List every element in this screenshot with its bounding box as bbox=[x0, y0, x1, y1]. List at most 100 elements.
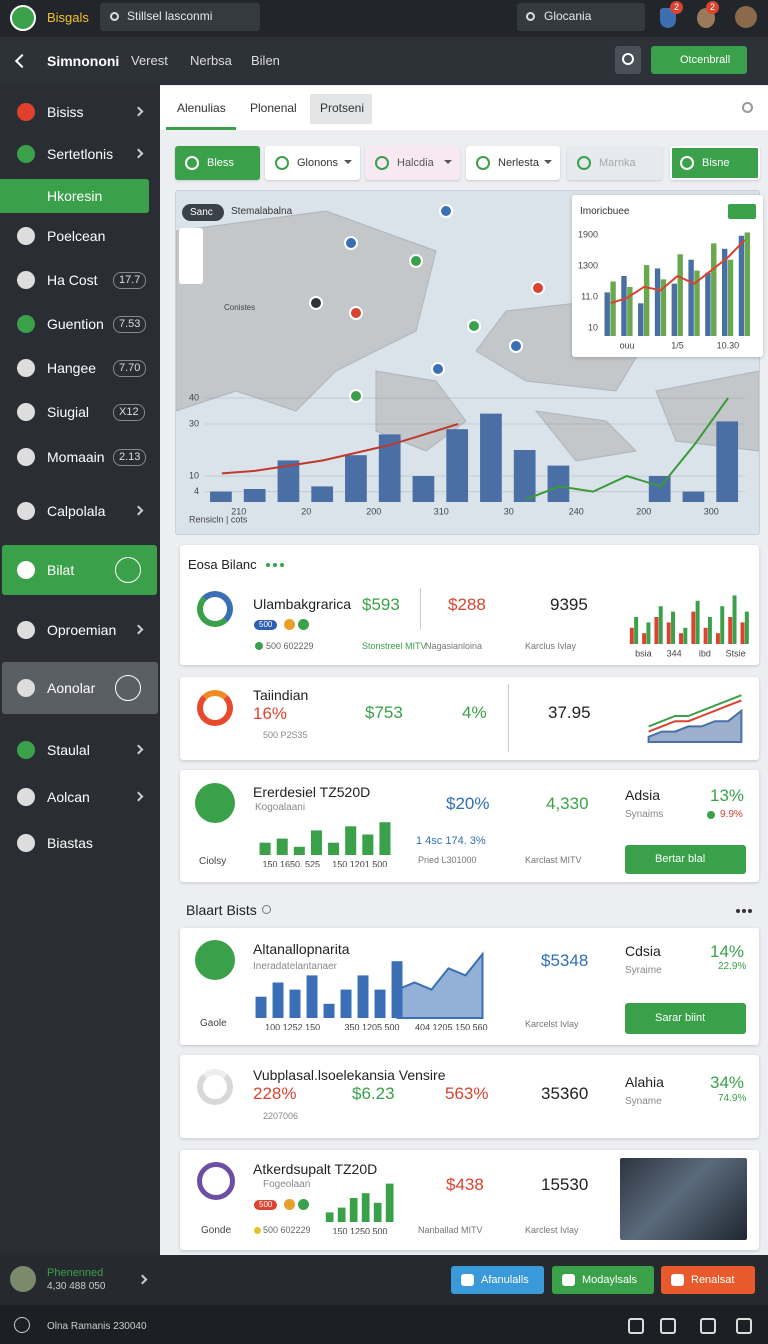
nav-item[interactable]: Aolcan bbox=[47, 789, 90, 805]
bar bbox=[711, 243, 717, 336]
filter-label[interactable]: Glonons bbox=[297, 157, 338, 169]
action-button[interactable] bbox=[625, 845, 746, 874]
filter-label[interactable]: Nerlesta bbox=[498, 157, 539, 169]
map-marker bbox=[309, 296, 323, 310]
card-sub: Kogoalaani bbox=[255, 802, 306, 813]
bar bbox=[349, 1198, 358, 1222]
filter-icon bbox=[680, 156, 694, 170]
nav-icon bbox=[17, 561, 35, 579]
value: 14% bbox=[710, 942, 745, 961]
nav-item[interactable]: Ha Cost bbox=[47, 272, 98, 288]
nav-item[interactable]: Hangee bbox=[47, 360, 97, 376]
map-zoom[interactable] bbox=[179, 228, 203, 284]
search-box[interactable] bbox=[517, 3, 645, 31]
badge: 2 bbox=[670, 1, 684, 14]
dot bbox=[280, 563, 284, 567]
tab[interactable]: Protseni bbox=[320, 101, 365, 115]
value: $20% bbox=[446, 794, 490, 813]
bar bbox=[671, 283, 678, 336]
nav-item[interactable]: Oproemian bbox=[47, 622, 117, 638]
dot bbox=[748, 909, 752, 913]
button-label[interactable]: Bertar blal bbox=[655, 853, 706, 865]
shield-icon[interactable] bbox=[660, 8, 676, 28]
action-button[interactable] bbox=[625, 1003, 746, 1034]
primary-button[interactable] bbox=[651, 46, 747, 74]
avatar[interactable] bbox=[10, 1266, 36, 1292]
y-tick-label: 1900 bbox=[578, 229, 598, 239]
nav-item[interactable]: Poelcean bbox=[47, 228, 106, 244]
value: 16% bbox=[253, 704, 288, 723]
bar bbox=[311, 486, 334, 502]
nav-item[interactable]: Momaain bbox=[47, 449, 105, 465]
nav-item[interactable]: Bisiss bbox=[47, 104, 84, 120]
x-tick-label: 404 1205 150 560 bbox=[415, 1022, 488, 1030]
side-sub: Synaims bbox=[625, 809, 664, 820]
nav-icon bbox=[17, 788, 35, 806]
badge: 2.13 bbox=[113, 449, 147, 466]
value: $593 bbox=[362, 595, 400, 614]
nav-item[interactable]: Sertetlonis bbox=[47, 146, 114, 162]
nav-item[interactable]: Staulal bbox=[47, 742, 90, 758]
search-box[interactable] bbox=[100, 3, 260, 31]
check-button[interactable] bbox=[728, 204, 756, 219]
map-marker bbox=[344, 236, 358, 250]
value: 9395 bbox=[550, 595, 588, 614]
card-name: Altanallopnarita bbox=[253, 941, 350, 957]
footer-icon[interactable] bbox=[700, 1318, 716, 1334]
bar bbox=[337, 1207, 346, 1222]
bar bbox=[695, 600, 700, 644]
button-label[interactable]: Renalsat bbox=[691, 1274, 735, 1286]
side-sub: Syname bbox=[625, 1096, 662, 1107]
filter-label[interactable]: Halcdia bbox=[397, 157, 434, 169]
x-tick-label: 240 bbox=[569, 506, 584, 516]
bar bbox=[306, 975, 318, 1018]
donut bbox=[197, 591, 233, 627]
nav-link[interactable]: Verest bbox=[131, 53, 168, 68]
nav-link[interactable]: Bilen bbox=[251, 53, 280, 68]
nav-item[interactable]: Bilat bbox=[47, 562, 75, 578]
logo[interactable] bbox=[10, 5, 36, 31]
button-label[interactable]: Modaylsals bbox=[582, 1274, 638, 1286]
map-badge-label: Sanc bbox=[190, 207, 213, 218]
card-label: Karclus Ivlay bbox=[525, 641, 577, 651]
button-label[interactable]: Afanulalls bbox=[481, 1274, 529, 1286]
dot bbox=[298, 1199, 309, 1210]
tab[interactable]: Plonenal bbox=[250, 101, 297, 115]
filter-button[interactable] bbox=[670, 146, 760, 180]
bar bbox=[379, 822, 391, 855]
nav-item[interactable]: Biastas bbox=[47, 835, 93, 851]
avatar[interactable] bbox=[735, 6, 757, 28]
map-marker bbox=[409, 254, 423, 268]
footer-icon[interactable] bbox=[628, 1318, 644, 1334]
toggle-circle[interactable] bbox=[115, 557, 141, 583]
card-sub: Ineradatelantanaer bbox=[253, 961, 337, 972]
x-tick-label: 30 bbox=[504, 506, 514, 516]
x-tick-label: 310 bbox=[434, 506, 449, 516]
bar bbox=[660, 279, 667, 336]
search-icon[interactable] bbox=[742, 102, 753, 113]
dot bbox=[298, 619, 309, 630]
filter-icon bbox=[185, 156, 199, 170]
card-label: Stonstreel MITV bbox=[362, 641, 427, 651]
nav-item[interactable]: Hkoresin bbox=[47, 188, 103, 204]
button-label[interactable]: Sarar biint bbox=[655, 1012, 706, 1024]
bar bbox=[703, 627, 708, 644]
bar bbox=[715, 633, 720, 644]
filter-label[interactable]: Marnka bbox=[599, 157, 636, 169]
filter-label[interactable]: Bless bbox=[207, 157, 234, 169]
nav-item[interactable]: Calpolala bbox=[47, 503, 106, 519]
filter-label[interactable]: Bisne bbox=[702, 157, 730, 169]
card-label: Karcelst Ivlay bbox=[525, 1019, 579, 1029]
footer-icon[interactable] bbox=[660, 1318, 676, 1334]
toggle-circle[interactable] bbox=[115, 675, 141, 701]
bar bbox=[732, 595, 737, 644]
bar bbox=[289, 989, 301, 1018]
button-label[interactable]: Otcenbrall bbox=[680, 54, 731, 66]
nav-item[interactable]: Siugial bbox=[47, 404, 90, 420]
tab[interactable]: Alenulias bbox=[177, 101, 226, 115]
nav-link[interactable]: Nerbsa bbox=[190, 53, 232, 68]
nav-item[interactable]: Guention bbox=[47, 316, 104, 332]
footer-icon[interactable] bbox=[736, 1318, 752, 1334]
nav-icon bbox=[17, 103, 35, 121]
nav-item[interactable]: Aonolar bbox=[47, 680, 96, 696]
